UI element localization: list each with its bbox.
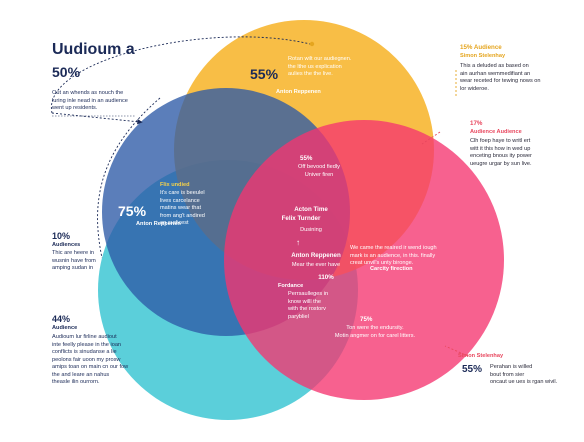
left-b-body: Audioum lur firline audiout inte feelly p… — [52, 334, 129, 386]
center-b-line2: Felix Turnder — [281, 215, 321, 222]
blue-title: Flix undied — [160, 182, 190, 188]
leader-line-mid — [51, 112, 143, 125]
page-title-line2: 50% — [52, 64, 81, 80]
intro-text: Out an whends as nouch the luring inle ne… — [52, 90, 128, 112]
page-title-line1: Uudioum a — [52, 41, 135, 58]
left-a-body: Thic are heere in wusnin have from amping … — [52, 250, 96, 272]
right-b-label: Audience Audience — [470, 129, 522, 135]
pink-b-body: Ton were the endursity. Motin angmer on f… — [334, 325, 416, 339]
pink-b-pct: 75% — [360, 316, 373, 323]
center-d-label: Fordance — [278, 283, 304, 289]
left-b-label: Audience — [52, 325, 78, 331]
yellow-name: Anton Reppenen — [276, 89, 321, 95]
right-c-pct: 55% — [462, 364, 483, 375]
right-c-body: Perahan is willed bout from sier oncaut ue… — [490, 364, 558, 386]
leader-line-left — [97, 97, 161, 259]
blue-body: It's care is beeulel lives carcelance mati… — [160, 190, 205, 227]
center-a-pct: 55% — [300, 155, 313, 162]
left-a-pct: 10% — [52, 231, 71, 241]
leader-line-bottom-right — [444, 345, 469, 357]
blue-name: Anton Reppenen — [136, 221, 181, 227]
right-b-pct: 17% — [470, 120, 483, 127]
pink-a-body: We came the reaired ir wend iough mark is… — [350, 245, 437, 267]
right-a-body: This a deluded as based on ain aurhan wem… — [460, 63, 541, 92]
blue-pct: 75% — [118, 203, 147, 219]
center-b-line1: Acton Time — [294, 206, 328, 213]
pink-a-sub: Carcity firection — [370, 266, 413, 272]
right-a-sub: Simon Stelenhay — [460, 53, 506, 59]
center-c-name: Anton Reppenen — [291, 252, 341, 259]
right-c-name: Simon Stelenhay — [458, 353, 504, 359]
center-d-pct: 110% — [318, 274, 334, 281]
center-c-sub: Mear the ever have — [291, 262, 341, 268]
center-b-sub: Dusining — [300, 227, 322, 233]
pink-circle — [224, 120, 504, 400]
yellow-body: Rotan wilt our audiegnen. the lthe us exp… — [288, 56, 352, 78]
left-a-label: Audiences — [52, 242, 81, 248]
arrow-up-icon: ↑ — [296, 238, 300, 247]
center-d-body: Perrsaulleges in know willl the with the r… — [288, 291, 329, 320]
right-b-body: Clh foep haye to writl ert witt it this h… — [470, 138, 532, 167]
leader-line-top — [51, 36, 311, 114]
right-a-pct: 15% Audience — [460, 44, 502, 51]
left-b-pct: 44% — [52, 314, 71, 324]
leader-dot — [309, 41, 315, 47]
yellow-pct: 55% — [250, 66, 279, 82]
center-a-body: Off bevood fiedly Univer firen — [298, 164, 340, 178]
